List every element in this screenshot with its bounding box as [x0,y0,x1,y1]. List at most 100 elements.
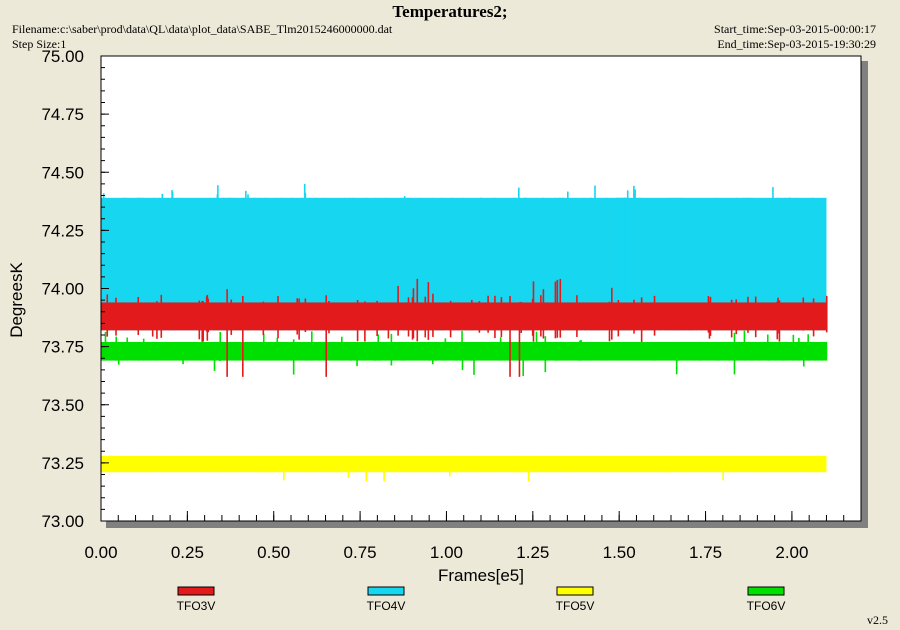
series-spike [707,296,710,333]
series-gap [759,325,761,338]
series-spike [748,197,751,331]
series-spike [525,341,528,361]
series-spike [363,341,366,361]
x-tick-label: 1.25 [516,543,549,562]
series-gap [582,323,584,338]
series-spike [776,301,779,340]
series-gap [400,328,402,334]
series-spike [735,299,738,335]
series-spike [784,197,787,331]
series-spike [651,455,654,473]
series-gap [697,330,700,343]
series-spike [403,196,406,331]
series-spike [428,341,431,361]
axes-layer: 0.00 0.25 0.50 0.75 1.00 1.25 1.50 1.75 2.00 73.0… [41,47,862,562]
series-spike [540,197,543,331]
series-spike [393,455,395,473]
series-spike [626,197,629,331]
series-spike [304,192,307,331]
series-spike [584,341,587,361]
series-spike [617,300,620,337]
series-spike [730,299,733,338]
series-spike [327,455,330,473]
series-spike [451,455,453,473]
series-spike [379,341,381,361]
series-spike [117,341,120,365]
series-spike [156,301,158,339]
series-spike [431,197,434,331]
series-spike [433,455,435,473]
series-spike [401,197,404,331]
series-spike [364,197,367,331]
series-spike [814,455,816,473]
series-spike [356,300,359,342]
series-gap [662,325,664,338]
series-gap [547,323,550,339]
series-spike [309,197,311,331]
series-spike [182,341,184,365]
series-gap [820,329,822,342]
y-tick-label: 74.75 [41,105,84,124]
series-spike [523,341,525,361]
series-spike [336,455,338,473]
series-spike [374,197,377,331]
series-spike [296,298,299,335]
legend-item-tfo4v: TFO4V [367,586,405,613]
series-spike [142,338,145,361]
series-spike [319,341,321,361]
y-tick-label: 74.00 [41,280,84,299]
series-spike [162,455,164,473]
series-spike [442,341,445,361]
series-gap [761,327,763,337]
series-spike [262,333,265,361]
series-spike [343,197,346,331]
series-spike [381,455,383,473]
series-spike [532,455,534,473]
series-spike [374,341,377,361]
series-spike [200,341,203,361]
series-tfo3v [101,278,828,377]
end-time-label: End_time:Sep-03-2015-19:30:29 [717,37,876,51]
series-spike [304,298,307,333]
series-spike [744,197,747,331]
series-spike [564,341,567,361]
series-spike [280,197,283,331]
series-spike [206,294,209,341]
series-spike [624,197,627,331]
series-spike [520,301,523,333]
series-spike [109,455,111,473]
series-spike [232,197,235,331]
series-spike [562,197,564,331]
series-spike [617,197,620,331]
series-spike [518,455,521,473]
series-spike [669,197,672,331]
series-spike [441,197,444,331]
series-spike [259,197,262,331]
series-gap [446,325,449,342]
series-spike [252,197,255,331]
series-spike [584,455,587,473]
y-axis-label: DegreesK [7,262,26,338]
series-spike [110,455,112,473]
series-spike [461,341,464,371]
series-spike [693,341,696,361]
series-spike [766,334,769,361]
series-spike [407,297,410,337]
series-spike [653,295,656,336]
series-spike [663,455,666,473]
series-spike [248,197,251,331]
series-spike [662,455,665,473]
series-spike [122,341,124,361]
legend-swatch [556,586,594,596]
y-tick-label: 73.00 [41,512,84,531]
series-layer [101,183,828,482]
series-spike [736,341,739,361]
series-spike [633,185,635,331]
series-spike [230,299,233,335]
series-gap [392,327,395,343]
series-spike [751,197,753,331]
series-spike [136,197,138,331]
series-spike [511,455,513,473]
series-spike [802,297,805,331]
series-spike [775,341,777,361]
